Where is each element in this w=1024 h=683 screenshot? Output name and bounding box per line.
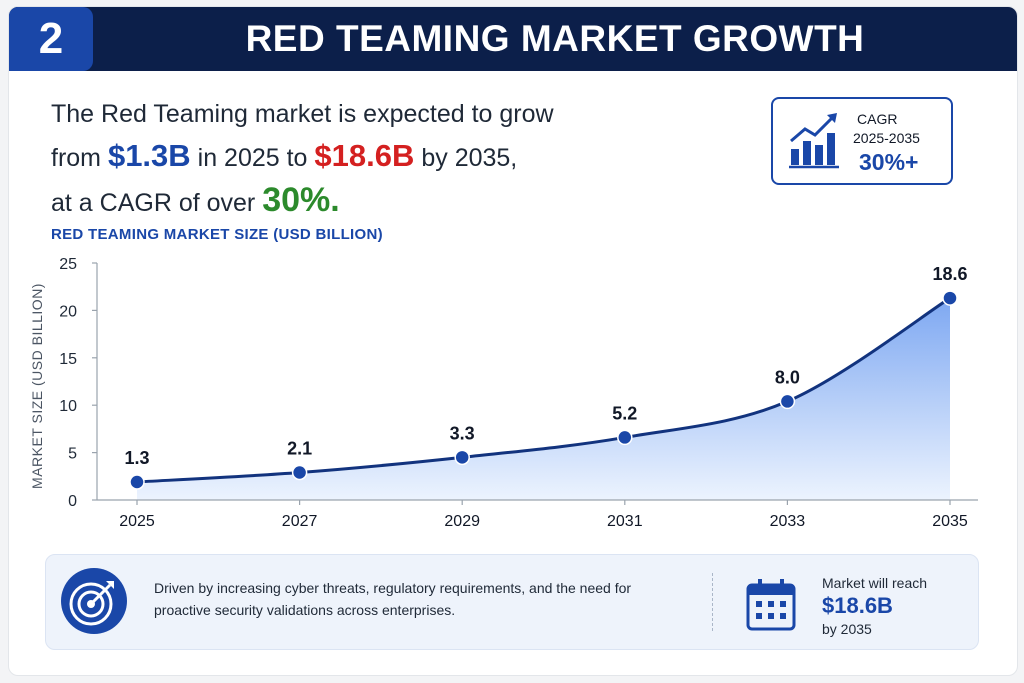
data-label: 8.0 <box>775 367 800 387</box>
headline-line-1: The Red Teaming market is expected to gr… <box>51 100 554 128</box>
y-tick-label: 15 <box>59 351 77 368</box>
footer-divider <box>712 573 713 631</box>
target-icon <box>61 568 127 634</box>
section-number-badge: 2 <box>9 7 93 71</box>
headline-line-3: at a CAGR of over 30%. <box>51 179 611 224</box>
reach-year: by 2035 <box>822 621 872 637</box>
y-tick-label: 25 <box>59 256 77 273</box>
x-tick-label: 2033 <box>770 513 806 530</box>
y-tick-label: 0 <box>68 493 77 510</box>
calendar-icon <box>746 579 796 631</box>
area-fill <box>137 298 950 500</box>
x-tick-label: 2027 <box>282 513 318 530</box>
cagr-value: 30%+ <box>859 149 919 175</box>
data-label: 3.3 <box>450 423 475 443</box>
data-label: 2.1 <box>287 439 312 459</box>
headline-line-2: from $1.3B in 2025 to $18.6B by 2035, <box>51 135 611 179</box>
footer-description: Driven by increasing cyber threats, regu… <box>154 580 632 618</box>
headline-end: by 2035, <box>421 144 518 172</box>
cagr-box: CAGR 2025-2035 30%+ <box>771 97 953 185</box>
data-label: 18.6 <box>932 264 967 284</box>
data-point <box>779 393 796 410</box>
header-bar: 2 RED TEAMING MARKET GROWTH <box>9 7 1017 71</box>
x-tick-label: 2031 <box>607 513 643 530</box>
headline-text: The Red Teaming market is expected to gr… <box>51 93 611 224</box>
y-tick-label: 20 <box>59 303 77 320</box>
data-point <box>942 290 958 306</box>
footer-panel: Driven by increasing cyber threats, regu… <box>45 554 979 650</box>
headline-mid: in 2025 to <box>197 144 308 172</box>
end-value: $18.6B <box>314 138 415 173</box>
infographic-card: 2 RED TEAMING MARKET GROWTH The Red Team… <box>8 6 1018 676</box>
headline-cagr-value: 30%. <box>262 181 340 219</box>
cagr-label: CAGR <box>857 111 898 127</box>
y-axis-title: MARKET SIZE (USD BILLION) <box>29 283 45 489</box>
chart-title: RED TEAMING MARKET SIZE (USD BILLION) <box>51 226 383 243</box>
reach-label: Market will reach <box>822 575 928 591</box>
x-tick-label: 2035 <box>932 513 968 530</box>
cagr-period: 2025-2035 <box>853 130 920 146</box>
series-line <box>136 296 951 484</box>
data-point <box>617 429 633 446</box>
page-title: RED TEAMING MARKET GROWTH <box>245 18 865 59</box>
data-label: 1.3 <box>124 448 149 468</box>
data-point <box>129 474 145 490</box>
y-tick-label: 5 <box>68 446 77 463</box>
x-tick-label: 2029 <box>444 513 480 530</box>
x-tick-label: 2025 <box>119 513 155 530</box>
start-value: $1.3B <box>107 138 191 173</box>
data-point <box>291 464 308 481</box>
headline-from: from <box>51 144 101 172</box>
headline-cagr-text: at a CAGR of over <box>51 189 256 217</box>
data-label: 5.2 <box>612 403 637 423</box>
data-point <box>454 449 470 466</box>
growth-chart-icon <box>789 113 839 169</box>
reach-value: $18.6B <box>822 593 893 618</box>
y-tick-label: 10 <box>59 398 77 415</box>
